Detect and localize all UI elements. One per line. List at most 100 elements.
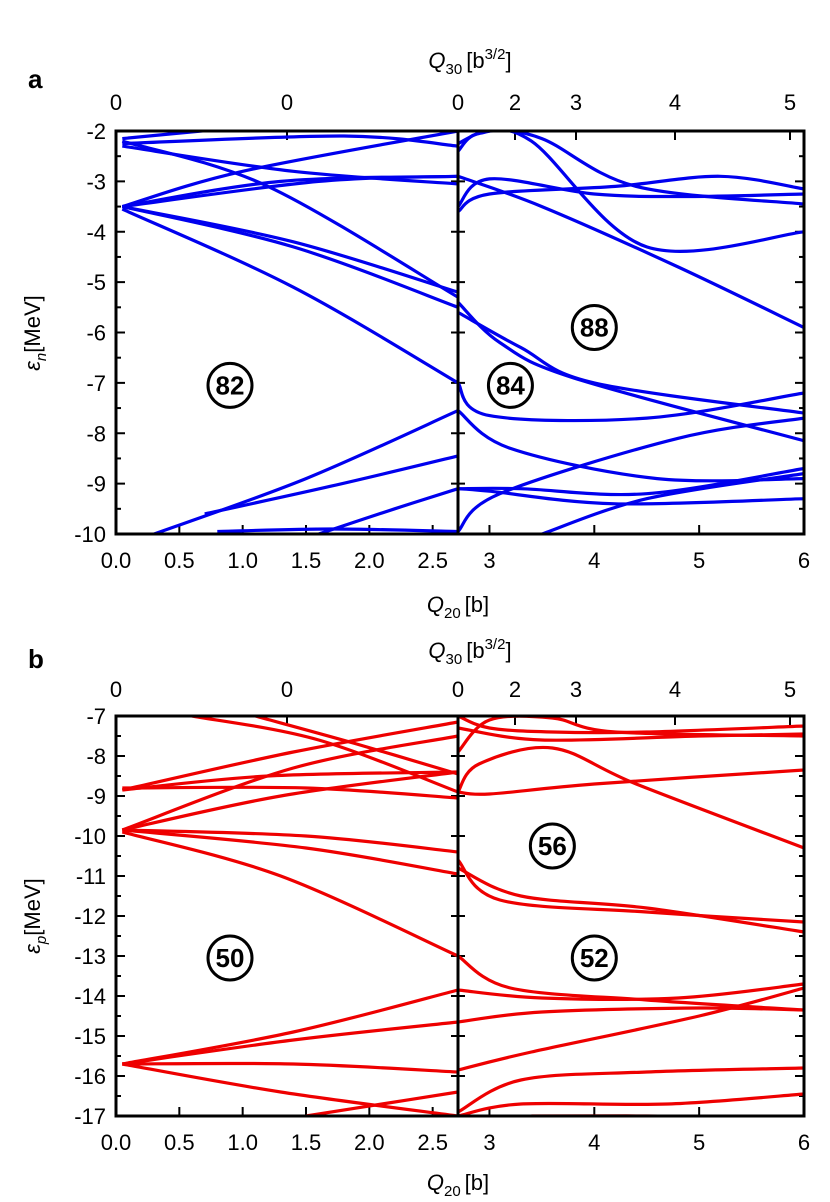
top-tick-label: 3 bbox=[570, 90, 582, 115]
panel-b-frame bbox=[114, 714, 806, 1118]
y-tick-label: -5 bbox=[86, 270, 106, 295]
gap-circle bbox=[486, 361, 534, 409]
level-line bbox=[456, 745, 804, 850]
x-tick-label: 2.0 bbox=[354, 1130, 385, 1155]
panel-a-tick-marks bbox=[115, 130, 805, 535]
level-line bbox=[457, 174, 804, 213]
x-tick-label: 1.5 bbox=[291, 1130, 322, 1155]
gap-circle bbox=[570, 303, 618, 351]
panel-a-top-axis-title: Q30 [b3/2] bbox=[428, 46, 511, 78]
top-tick-label: 0 bbox=[281, 677, 293, 702]
top-tick-label: 2 bbox=[509, 677, 521, 702]
panel-a-levels bbox=[121, 131, 804, 534]
panel-a-bottom-axis-title: Q20 [b] bbox=[427, 592, 489, 622]
gap-number: 84 bbox=[496, 370, 525, 400]
top-tick-label: 0 bbox=[452, 677, 464, 702]
y-tick-label: -8 bbox=[86, 744, 106, 769]
panel-b-levels bbox=[121, 716, 804, 1116]
y-tick-label: -10 bbox=[74, 522, 106, 547]
level-line bbox=[305, 1090, 459, 1116]
panel-a-x-tick-labels: 0.0 0.5 1.0 1.5 2.0 2.5 3 4 5 6 bbox=[101, 548, 810, 573]
level-line bbox=[541, 472, 804, 534]
y-tick-label: -2 bbox=[86, 119, 106, 144]
level-line bbox=[121, 205, 459, 294]
x-tick-label: 1.0 bbox=[227, 1130, 258, 1155]
level-line bbox=[122, 1020, 459, 1066]
x-tick-label: 2.5 bbox=[417, 1130, 448, 1155]
x-tick-label: 6 bbox=[798, 548, 810, 573]
level-line bbox=[456, 716, 804, 754]
level-line bbox=[457, 716, 804, 735]
panel-a: a Q30 [b3/2] 0 0 0 2 3 4 5 -2 -3 -4 -5 -6 -7 -8… bbox=[20, 46, 810, 622]
y-tick-label: -15 bbox=[74, 1024, 106, 1049]
level-line bbox=[457, 174, 804, 329]
level-line bbox=[254, 716, 459, 776]
level-line bbox=[456, 858, 804, 924]
level-line bbox=[122, 828, 459, 876]
panel-b-y-tick-labels: -7 -8 -9 -10 -11 -12 -13 -14 -15 -16 -17 bbox=[74, 704, 106, 1129]
gap-number: 52 bbox=[580, 943, 609, 973]
y-tick-label: -16 bbox=[74, 1064, 106, 1089]
x-tick-label: 1.5 bbox=[291, 548, 322, 573]
y-tick-label: -7 bbox=[86, 371, 106, 396]
level-line bbox=[153, 409, 459, 534]
panel-b-y-axis-title: εp[MeV] bbox=[20, 878, 50, 953]
level-line bbox=[457, 1092, 804, 1116]
top-tick-label: 0 bbox=[281, 90, 293, 115]
level-line bbox=[121, 131, 459, 209]
top-tick-label: 0 bbox=[452, 90, 464, 115]
x-tick-label: 4 bbox=[588, 1130, 600, 1155]
top-tick-label: 3 bbox=[570, 677, 582, 702]
level-line bbox=[121, 205, 459, 309]
top-tick-label: 2 bbox=[509, 90, 521, 115]
gap-number: 56 bbox=[538, 831, 567, 861]
level-line bbox=[217, 527, 459, 534]
panel-b-bottom-axis-title: Q20 [b] bbox=[427, 1170, 489, 1200]
x-tick-label: 3 bbox=[483, 548, 495, 573]
level-line bbox=[457, 487, 804, 506]
panel-b-x-tick-labels: 0.0 0.5 1.0 1.5 2.0 2.5 3 4 5 6 bbox=[101, 1130, 810, 1155]
y-tick-label: -17 bbox=[74, 1104, 106, 1129]
gap-number: 50 bbox=[216, 943, 245, 973]
top-tick-label: 0 bbox=[110, 90, 122, 115]
gap-circle bbox=[570, 934, 618, 982]
top-tick-label: 5 bbox=[784, 90, 796, 115]
y-tick-label: -13 bbox=[74, 944, 106, 969]
gap-circle bbox=[206, 361, 254, 409]
level-line bbox=[204, 454, 459, 516]
y-tick-label: -4 bbox=[86, 220, 106, 245]
gap-number: 88 bbox=[580, 312, 609, 342]
y-tick-label: -8 bbox=[86, 421, 106, 446]
level-line bbox=[456, 381, 804, 423]
level-line bbox=[456, 131, 804, 253]
panel-b-gap-labels: 50 56 52 bbox=[206, 822, 618, 982]
level-line bbox=[121, 207, 459, 385]
level-line bbox=[457, 986, 804, 1072]
x-tick-label: 0.0 bbox=[101, 548, 132, 573]
level-line bbox=[457, 982, 804, 1001]
y-tick-label: -11 bbox=[76, 864, 106, 889]
level-line bbox=[457, 1006, 804, 1024]
level-line bbox=[457, 768, 804, 796]
level-line bbox=[122, 1061, 459, 1074]
y-tick-label: -10 bbox=[74, 824, 106, 849]
x-tick-label: 2.5 bbox=[417, 548, 448, 573]
level-line bbox=[122, 174, 459, 209]
gap-circle bbox=[206, 934, 254, 982]
top-tick-label: 4 bbox=[669, 677, 681, 702]
y-tick-label: -6 bbox=[86, 321, 106, 346]
y-tick-label: -3 bbox=[86, 169, 106, 194]
y-tick-label: -7 bbox=[86, 704, 106, 729]
gap-circle bbox=[528, 822, 576, 870]
level-line bbox=[122, 785, 459, 800]
level-line bbox=[457, 1066, 804, 1114]
x-tick-label: 6 bbox=[798, 1130, 810, 1155]
level-line bbox=[457, 310, 804, 415]
panel-a-label: a bbox=[28, 64, 43, 94]
top-tick-label: 5 bbox=[784, 677, 796, 702]
panel-b-top-axis-title: Q30 [b3/2] bbox=[428, 636, 511, 668]
level-line bbox=[121, 720, 459, 792]
y-tick-label: -12 bbox=[74, 904, 106, 929]
level-line bbox=[121, 734, 459, 832]
x-tick-label: 0.5 bbox=[164, 1130, 195, 1155]
